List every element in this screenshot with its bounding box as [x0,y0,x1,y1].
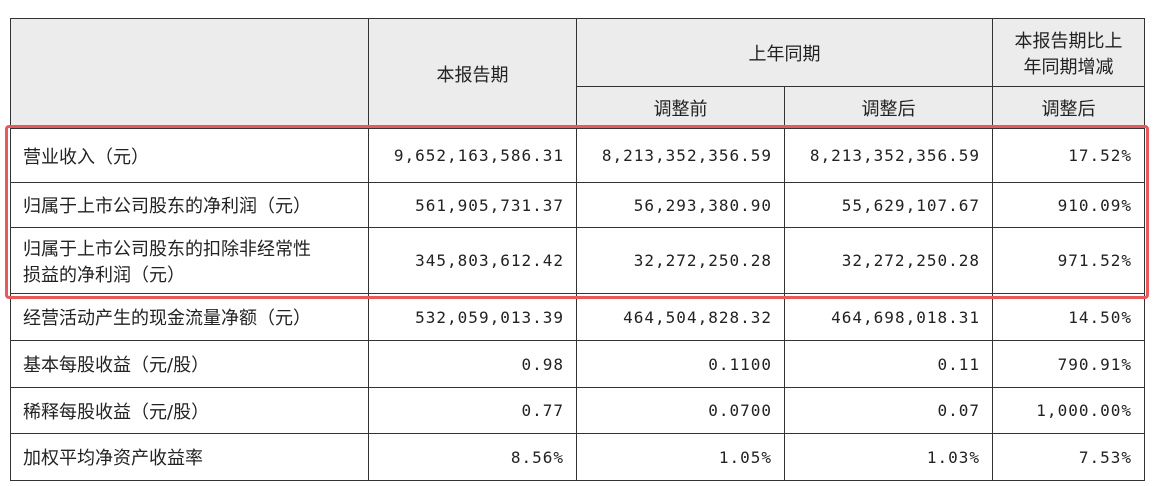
cell-value: 0.77 [368,387,577,434]
header-cell: 调整前 [576,86,785,129]
header-cell: 本报告期 [368,18,577,129]
row-label: 营业收入（元） [10,128,369,183]
row-label: 经营活动产生的现金流量净额（元） [10,293,369,341]
highlight-box [5,125,1149,299]
table-row: 经营活动产生的现金流量净额（元） 532,059,013.39 464,504,82… [10,293,1145,341]
cell-value: 0.1100 [576,340,785,388]
row-label: 加权平均净资产收益率 [10,433,369,481]
header-cell: 上年同期 [576,18,993,87]
cell-value: 0.98 [368,340,577,388]
row-label: 稀释每股收益（元/股） [10,387,369,434]
cell-value: 790.91% [992,340,1145,388]
cell-value: 1.05% [576,433,785,481]
header-empty [10,18,369,129]
cell-value: 8.56% [368,433,577,481]
cell-value: 17.52% [992,128,1145,183]
table-row: 营业收入（元） 9,652,163,586.31 8,213,352,356.59 8… [10,128,1145,183]
cell-value: 32,272,250.28 [576,227,785,294]
cell-value: 8,213,352,356.59 [576,128,785,183]
cell-value: 8,213,352,356.59 [784,128,993,183]
cell-value: 7.53% [992,433,1145,481]
financial-table: 本报告期 上年同期 本报告期比上年同期增减 调整前 调整后 调整后 营业收入（元… [10,18,1145,481]
cell-value: 464,504,828.32 [576,293,785,341]
cell-value: 910.09% [992,182,1145,228]
row-label: 归属于上市公司股东的扣除非经常性损益的净利润（元） [10,227,369,294]
row-label: 基本每股收益（元/股） [10,340,369,388]
label-text: 稀释每股收益（元/股） [23,401,210,423]
table-row: 归属于上市公司股东的扣除非经常性损益的净利润（元） 345,803,612.42 3… [10,227,1145,294]
table-body: 营业收入（元） 9,652,163,586.31 8,213,352,356.59 8… [10,128,1145,481]
table-row: 加权平均净资产收益率 8.56% 1.05% 1.03% 7.53% [10,433,1145,481]
cell-value: 56,293,380.90 [576,182,785,228]
label-text: 归属于上市公司股东的扣除非经常性损益的净利润（元） [23,238,311,286]
cell-value: 9,652,163,586.31 [368,128,577,183]
cell-value: 561,905,731.37 [368,182,577,228]
header-cell: 本报告期比上年同期增减 [992,18,1145,87]
label-text: 基本每股收益（元/股） [23,355,210,376]
header-cell: 调整后 [784,86,993,129]
cell-value: 971.52% [992,227,1145,294]
cell-value: 0.0700 [576,387,785,434]
label-text: 归属于上市公司股东的净利润（元） [23,196,311,217]
label-text: 经营活动产生的现金流量净额（元） [23,308,311,329]
header-text: 本报告期比上年同期增减 [1014,30,1123,78]
cell-value: 14.50% [992,293,1145,341]
table-row: 基本每股收益（元/股） 0.98 0.1100 0.11 790.91% [10,340,1145,388]
cell-value: 0.07 [784,387,993,434]
cell-value: 1.03% [784,433,993,481]
table-row: 归属于上市公司股东的净利润（元） 561,905,731.37 56,293,380… [10,182,1145,228]
cell-value: 0.11 [784,340,993,388]
cell-value: 532,059,013.39 [368,293,577,341]
header-cell: 调整后 [992,86,1145,129]
label-text: 营业收入（元） [23,146,149,168]
cell-value: 1,000.00% [992,387,1145,434]
cell-value: 464,698,018.31 [784,293,993,341]
table-row: 稀释每股收益（元/股） 0.77 0.0700 0.07 1,000.00% [10,387,1145,434]
row-label: 归属于上市公司股东的净利润（元） [10,182,369,228]
label-text: 加权平均净资产收益率 [23,448,203,469]
